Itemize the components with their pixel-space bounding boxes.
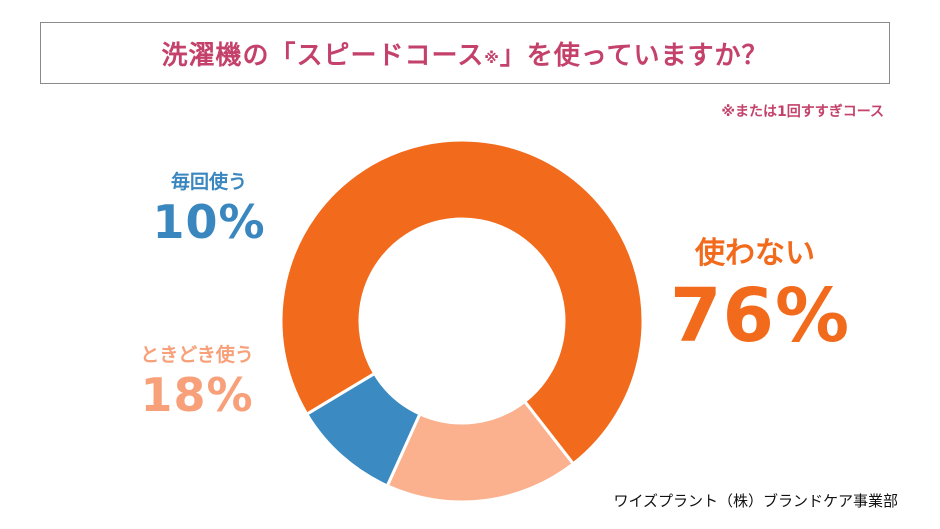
- chart-title: 洗濯機の「スピードコース ※ 」を使っていますか？: [40, 22, 890, 84]
- label-never-category: 使わない: [695, 236, 815, 271]
- label-never-percent: 76%: [670, 273, 851, 359]
- slice-every-time: [304, 371, 422, 488]
- source-credit: ワイズプラント（株）ブランドケア事業部: [613, 492, 898, 510]
- label-every-time: 毎回使う 10%: [150, 167, 268, 250]
- label-every-time-percent: 10%: [152, 195, 266, 249]
- chart-title-close: 」を使っていますか？: [499, 40, 769, 71]
- label-sometimes-percent: 18%: [140, 368, 254, 422]
- label-never: 使わない 76%: [670, 228, 851, 360]
- label-sometimes: ときどき使う 18%: [112, 340, 282, 423]
- footnote: ※または1回すすぎコース: [721, 104, 884, 120]
- chart-title-mark: ※: [484, 49, 500, 67]
- label-sometimes-category: ときどき使う: [140, 344, 254, 366]
- label-every-time-category: 毎回使う: [170, 171, 247, 193]
- chart-title-text: 洗濯機の「スピードコース: [161, 40, 485, 71]
- slice-never: [279, 138, 645, 466]
